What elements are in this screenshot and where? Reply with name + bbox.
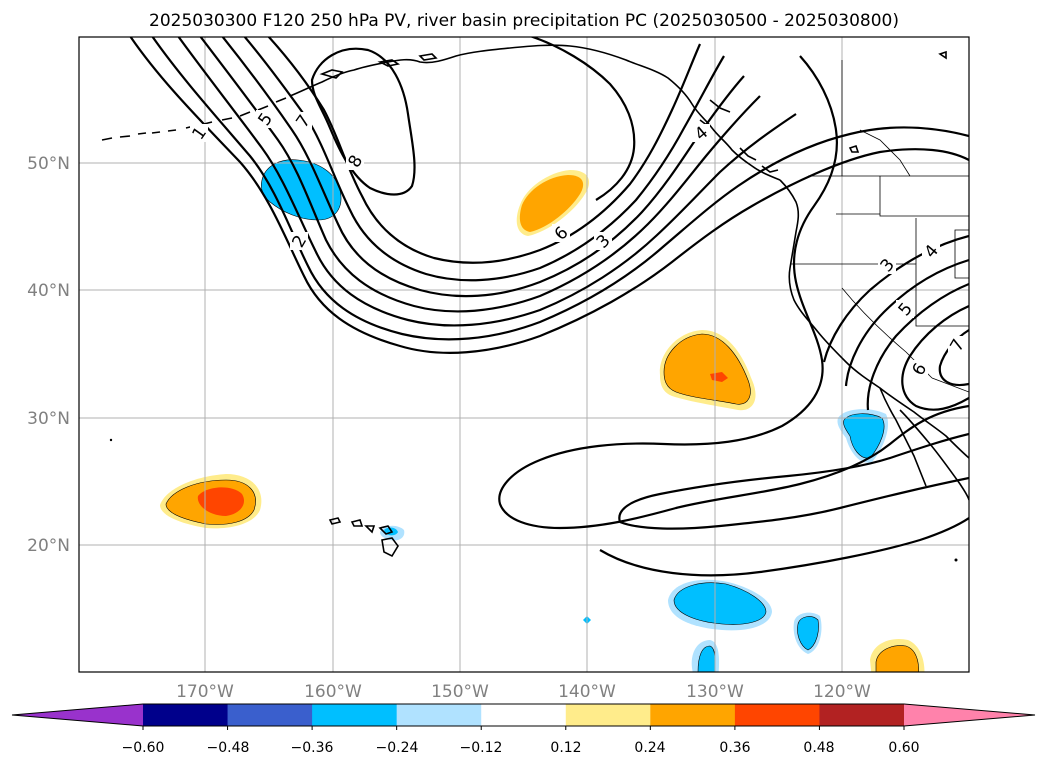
colorbar-segment — [396, 704, 482, 726]
colorbar-tick-label: 0.60 — [888, 740, 919, 756]
colorbar-tick-label: −0.60 — [122, 740, 165, 756]
lon-label-120w: 120°W — [813, 682, 871, 702]
colorbar-tick-label: 0.12 — [550, 740, 581, 756]
colorbar-tick-label: 0.24 — [634, 740, 665, 756]
precip-negative-region — [260, 159, 342, 221]
lat-label-30n: 30°N — [27, 409, 70, 429]
map-area — [79, 37, 969, 672]
colorbar-tick-label: −0.36 — [291, 740, 334, 756]
lon-label-170w: 170°W — [176, 682, 234, 702]
precip-negative-region — [797, 616, 819, 651]
colorbar-segment — [312, 704, 398, 726]
colorbar — [11, 703, 1036, 730]
pv-contours — [129, 37, 969, 577]
lon-label-160w: 160°W — [304, 682, 362, 702]
colorbar-segment — [819, 704, 905, 726]
colorbar-extend-low — [12, 704, 143, 726]
precip-negative-region — [697, 645, 716, 672]
map-title: 2025030300 F120 250 hPa PV, river basin … — [149, 11, 899, 31]
colorbar-tick-label: −0.48 — [207, 740, 250, 756]
lon-label-130w: 130°W — [686, 682, 744, 702]
colorbar-segment — [734, 704, 820, 726]
contour-labels: 1 5 7 8 2 6 3 4 3 4 5 6 7 — [189, 109, 970, 379]
precip-positive-region — [197, 487, 245, 516]
borders — [790, 60, 969, 393]
colorbar-segment — [650, 704, 736, 726]
colorbar-tick-labels: −0.60 −0.48 −0.36 −0.24 −0.12 0.12 0.24 … — [122, 740, 920, 756]
precip-positive-region — [519, 175, 584, 232]
lat-label-40n: 40°N — [27, 281, 70, 301]
colorbar-tick-label: −0.24 — [376, 740, 419, 756]
colorbar-segment — [143, 704, 229, 726]
lat-label-50n: 50°N — [27, 154, 70, 174]
longitude-labels: 170°W 160°W 150°W 140°W 130°W 120°W — [176, 682, 871, 702]
colorbar-segment — [481, 704, 567, 726]
colorbar-tick-label: −0.12 — [460, 740, 503, 756]
precip-positive-region — [663, 333, 751, 405]
lat-label-20n: 20°N — [27, 536, 70, 556]
colorbar-extend-high — [904, 704, 1035, 726]
latitude-labels: 50°N 40°N 30°N 20°N — [27, 154, 70, 556]
coastlines — [101, 44, 969, 562]
lon-label-140w: 140°W — [558, 682, 616, 702]
colorbar-tick-label: 0.48 — [803, 740, 834, 756]
colorbar-tick-label: 0.36 — [719, 740, 750, 756]
precip-positive-region — [875, 645, 919, 672]
colorbar-segment — [565, 704, 651, 726]
map-frame — [78, 36, 970, 673]
colorbar-segment — [227, 704, 313, 726]
precip-shading — [160, 159, 925, 672]
precip-negative-region — [673, 582, 767, 625]
lon-label-150w: 150°W — [431, 682, 489, 702]
